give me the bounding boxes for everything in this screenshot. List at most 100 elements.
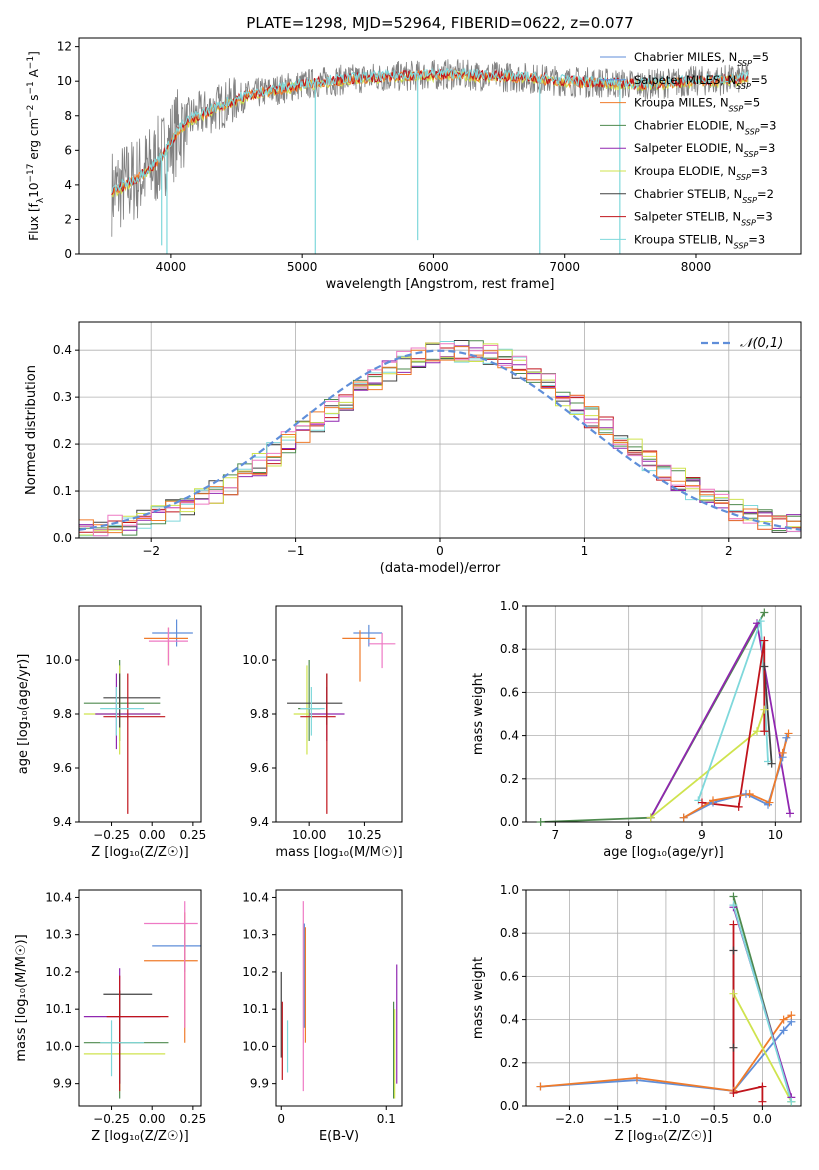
- x-tick-label: 8: [625, 828, 633, 842]
- plot-mass_vs_Z: −0.25 0.00 0.25 9.9 10.0 10.1 10.2 10.3 10.4 Z [l…: [14, 889, 206, 1144]
- legend: 𝒩(0,1): [701, 336, 783, 351]
- legend-label: Chabrier STELIB, NSSP=2: [634, 187, 774, 205]
- y-tick-label: 9.6: [53, 761, 72, 775]
- axis-ticks: −2 −1 0 1 2 0.0 0.1 0.2 0.3 0.4: [53, 343, 733, 558]
- data-point-salp_stelib: [760, 727, 769, 736]
- y-tick-label: 9.9: [53, 1077, 72, 1091]
- plot-mass_weight_vs_Z: −2.0 −1.5 −1.0 −0.5 0.0 0.0 0.2 0.4 0.6 0.8 1.0 Z […: [471, 883, 802, 1144]
- axis-ticks: −2.0 −1.5 −1.0 −0.5 0.0 0.0 0.2 0.4 0.6 0.8 1.0: [500, 883, 772, 1126]
- data-point-krou_miles: [787, 1011, 796, 1020]
- plot-age_vs_Z: −0.25 0.00 0.25 9.4 9.6 9.8 10.0 Z [log₁₀(Z/Z☉)…: [16, 605, 206, 860]
- x-tick-label: 0.25: [180, 1112, 207, 1126]
- axis-ticks: 0 0.1 9.9 10.0 10.1 10.2 10.3 10.4: [242, 890, 396, 1126]
- legend-label: Kroupa ELODIE, NSSP=3: [634, 164, 768, 182]
- x-tick-label: −2.0: [555, 1112, 584, 1126]
- gaussian-curve: [79, 349, 801, 531]
- data-point-chab_miles: [782, 733, 791, 742]
- axis-ticks: 10.00 10.25 9.4 9.6 9.8 10.0: [242, 653, 381, 842]
- y-tick-label: 1.0: [500, 883, 519, 897]
- y-tick-label: 10.0: [242, 1039, 269, 1053]
- plot-area: [526, 606, 801, 822]
- axes-frame: [525, 889, 802, 1107]
- x-tick-label: 1: [581, 544, 589, 558]
- y-axis-label: mass weight: [471, 673, 486, 755]
- axes-frame: [275, 889, 403, 1107]
- data-point-krou_miles: [679, 813, 688, 822]
- series-line-chab_stelib: [763, 666, 773, 764]
- legend-label: Kroupa MILES, NSSP=5: [634, 96, 760, 114]
- data-point-krou_elodie: [760, 705, 769, 714]
- plot-area: [280, 901, 398, 1099]
- data-point-krou_miles: [779, 1015, 788, 1024]
- series-line-salp_stelib: [701, 640, 766, 808]
- y-tick-label: 0.0: [500, 815, 519, 829]
- y-axis-label: age [log₁₀(age/yr)]: [16, 654, 31, 775]
- data-point-krou_miles: [778, 748, 787, 757]
- x-axis-label: Z [log₁₀(Z/Z☉)]: [91, 845, 188, 860]
- y-axis-label: Flux [fλ10−17 erg cm−2 s−1 A−1]: [26, 51, 46, 241]
- axis-ticks: −0.25 0.00 0.25 9.4 9.6 9.8 10.0: [45, 653, 206, 842]
- x-tick-label: 10.25: [347, 828, 381, 842]
- plot-area: [287, 624, 396, 814]
- legend: Chabrier MILES, NSSP=5 Salpeter MILES, NS…: [600, 50, 776, 250]
- y-tick-label: 0: [64, 247, 72, 261]
- axes-frame: [78, 321, 802, 539]
- y-tick-label: 0.8: [500, 642, 519, 656]
- axes-frame: [78, 605, 202, 823]
- y-tick-label: 10.2: [45, 965, 72, 979]
- data-point-salp_stelib: [760, 636, 769, 645]
- data-point-krou_elodie: [729, 989, 738, 998]
- legend-label: Salpeter STELIB, NSSP=3: [634, 210, 773, 228]
- x-tick-label: −1.5: [603, 1112, 632, 1126]
- plot-residuals: −2 −1 0 1 2 0.0 0.1 0.2 0.3 0.4 (data-model)/error…: [24, 321, 802, 576]
- x-tick-label: 2: [725, 544, 733, 558]
- data-point-krou_miles: [784, 729, 793, 738]
- axis-ticks: −0.25 0.00 0.25 9.9 10.0 10.1 10.2 10.3 10.4: [45, 890, 206, 1126]
- series-line-salp_stelib: [732, 924, 764, 1102]
- y-axis-label: mass weight: [471, 957, 486, 1039]
- y-tick-label: 0.4: [500, 729, 519, 743]
- y-tick-label: 10.1: [45, 1002, 72, 1016]
- axis-ticks: 4000 5000 6000 7000 8000 0 2 4 6 8 10 12: [57, 40, 712, 274]
- series-line-chab_elodie: [540, 612, 766, 822]
- y-tick-label: 10: [57, 74, 72, 88]
- data-point-krou_stelib: [694, 796, 703, 805]
- plot-area: [79, 322, 801, 538]
- plot-age_vs_mass: 10.00 10.25 9.4 9.6 9.8 10.0 mass [log₁₀(M/M☉)…: [242, 605, 403, 860]
- x-tick-label: 10: [768, 828, 783, 842]
- model-spectrum-krou_stelib: [111, 67, 749, 194]
- x-axis-label: Z [log₁₀(Z/Z☉)]: [615, 1129, 712, 1144]
- x-tick-label: 7000: [549, 260, 580, 274]
- y-tick-label: 0.0: [53, 531, 72, 545]
- x-tick-label: 10.00: [292, 828, 326, 842]
- x-axis-label: age [log₁₀(age/yr)]: [603, 845, 724, 860]
- data-point-chab_elodie: [760, 608, 769, 617]
- y-tick-label: 9.4: [53, 815, 72, 829]
- plot-area: [526, 890, 801, 1106]
- data-point-salp_stelib: [729, 1089, 738, 1098]
- x-tick-label: 0.25: [180, 828, 207, 842]
- x-tick-label: −0.5: [700, 1112, 729, 1126]
- y-tick-label: 0.3: [53, 390, 72, 404]
- data-point-chab_elodie: [729, 892, 738, 901]
- x-axis-label: E(B-V): [319, 1129, 359, 1144]
- series-line-krou_miles: [683, 733, 790, 819]
- x-axis-label: (data-model)/error: [380, 561, 501, 576]
- legend-label: Chabrier MILES, NSSP=5: [634, 50, 769, 68]
- data-point-salp_elodie: [786, 809, 794, 818]
- axes-frame: [78, 37, 802, 255]
- y-tick-label: 8: [64, 109, 72, 123]
- legend-label: 𝒩(0,1): [740, 336, 783, 351]
- y-tick-label: 10.1: [242, 1002, 269, 1016]
- y-tick-label: 0.2: [53, 437, 72, 451]
- y-tick-label: 10.0: [45, 653, 72, 667]
- x-tick-label: 5000: [287, 260, 318, 274]
- histogram-extra_pink: [79, 343, 801, 537]
- x-tick-label: −1.0: [651, 1112, 680, 1126]
- y-tick-label: 10.2: [242, 965, 269, 979]
- x-axis-label: wavelength [Angstrom, rest frame]: [326, 277, 555, 292]
- y-tick-label: 9.8: [53, 707, 72, 721]
- legend-label: Salpeter MILES, NSSP=5: [634, 73, 768, 91]
- data-point-chab_elodie: [536, 818, 545, 826]
